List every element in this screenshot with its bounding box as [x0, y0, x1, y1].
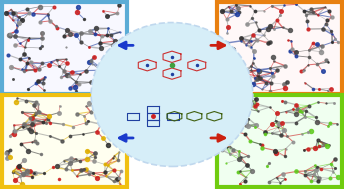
- Bar: [2, 2, 127, 94]
- Bar: [2, 95, 127, 187]
- Bar: [2, 95, 127, 187]
- Ellipse shape: [91, 22, 253, 167]
- Bar: [217, 2, 342, 94]
- Bar: [217, 2, 342, 94]
- Bar: [217, 95, 342, 187]
- Bar: [217, 95, 342, 187]
- Bar: [2, 2, 127, 94]
